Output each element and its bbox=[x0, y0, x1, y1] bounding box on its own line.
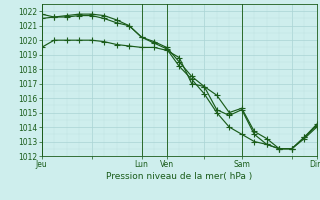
X-axis label: Pression niveau de la mer( hPa ): Pression niveau de la mer( hPa ) bbox=[106, 172, 252, 181]
